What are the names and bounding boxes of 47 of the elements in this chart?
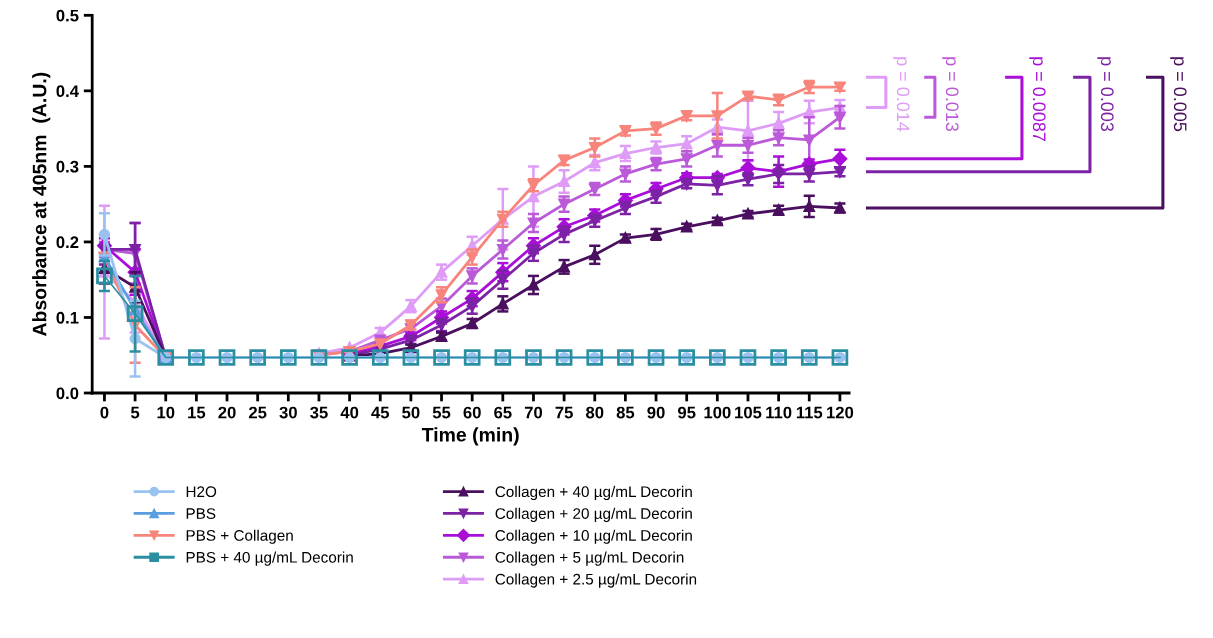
text: p = 0.013 xyxy=(942,57,959,132)
legend-label: Collagen + 40 µg/mL Decorin xyxy=(495,485,692,501)
x-tick-label: 45 xyxy=(371,406,390,419)
legend-label: Collagen + 10 µg/mL Decorin xyxy=(495,529,692,544)
x-tick-label: 60 xyxy=(463,406,481,419)
x-tick-label: 120 xyxy=(827,406,854,419)
x-tick-label: 75 xyxy=(555,406,573,419)
legend-label: Collagen + 5 µg/mL Decorin xyxy=(495,551,684,566)
x-tick-label: 80 xyxy=(586,406,604,419)
legend-label: H2O xyxy=(186,486,217,498)
x-tick-label: 110 xyxy=(766,406,792,419)
y-tick-label: 0.5 xyxy=(56,9,79,22)
x-tick-label: 5 xyxy=(130,406,140,419)
text: p = 0.0087 xyxy=(1029,57,1046,142)
legend-label: PBS xyxy=(186,508,216,519)
x-tick-label: 115 xyxy=(796,406,823,419)
x-tick-label: 95 xyxy=(678,406,696,419)
x-tick-label: 15 xyxy=(188,406,206,419)
y-tick-label: 0.2 xyxy=(56,236,79,249)
x-tick-label: 85 xyxy=(616,406,635,419)
x-tick-label: 0 xyxy=(100,406,109,419)
legend-label: PBS + 40 µg/mL Decorin xyxy=(186,551,353,566)
x-tick-label: 40 xyxy=(340,406,359,419)
x-tick-label: 20 xyxy=(218,406,236,419)
x-tick-label: 100 xyxy=(704,406,731,419)
text: p = 0.014 xyxy=(893,57,910,132)
x-tick-label: 25 xyxy=(248,406,267,419)
y-tick-label: 0.0 xyxy=(56,387,79,400)
x-axis-title: Time (min) xyxy=(421,427,519,446)
x-tick-label: 35 xyxy=(310,406,328,419)
y-tick-label: 0.4 xyxy=(56,85,79,98)
legend-label: PBS + Collagen xyxy=(186,529,293,544)
x-tick-label: 55 xyxy=(432,406,451,419)
y-tick-label: 0.3 xyxy=(56,160,79,173)
x-tick-label: 65 xyxy=(494,406,512,419)
text: p = 0.005 xyxy=(1170,57,1187,132)
x-tick-label: 70 xyxy=(524,406,543,419)
x-tick-label: 30 xyxy=(279,406,297,419)
x-tick-label: 90 xyxy=(647,406,665,419)
y-axis-title: Absorbance at 405nm (A.U.) xyxy=(32,72,51,337)
text: p = 0.003 xyxy=(1097,57,1114,132)
x-tick-label: 50 xyxy=(402,406,420,419)
x-tick-label: 10 xyxy=(157,406,175,419)
y-tick-label: 0.1 xyxy=(56,311,79,324)
x-tick-label: 105 xyxy=(735,406,762,419)
legend-label: Collagen + 20 µg/mL Decorin xyxy=(495,507,692,522)
legend-label: Collagen + 2.5 µg/mL Decorin xyxy=(495,573,697,588)
